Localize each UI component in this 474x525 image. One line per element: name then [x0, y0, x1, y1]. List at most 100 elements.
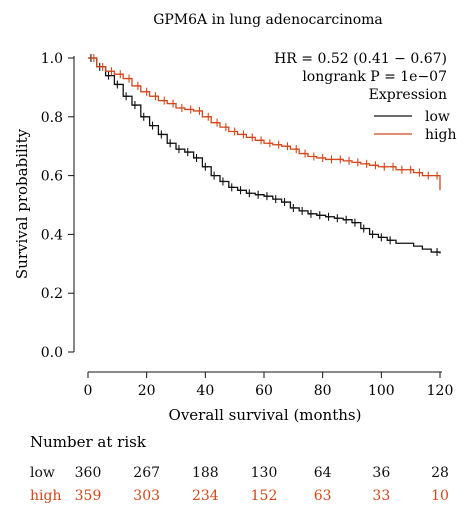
censor-mark-high: [126, 74, 133, 83]
censor-mark-high: [381, 162, 388, 171]
censor-mark-high: [284, 142, 291, 151]
y-ticks: 0.0 0.2 0.4 0.6 0.8 1.0: [41, 51, 74, 361]
y-tick-label: 0.6: [41, 169, 63, 185]
risk-cell: 359: [75, 488, 102, 504]
risk-cell: 64: [314, 465, 332, 481]
censor-mark-low: [316, 211, 323, 220]
censor-mark-high: [196, 106, 203, 115]
x-tick-label: 60: [255, 383, 273, 399]
risk-table-title: Number at risk: [30, 433, 147, 451]
risk-cell: 360: [75, 465, 102, 481]
risk-cell: 267: [133, 465, 160, 481]
censor-mark-high: [434, 171, 441, 180]
censor-mark-high: [134, 81, 141, 90]
censor-mark-low: [175, 145, 182, 154]
y-tick-label: 0.0: [41, 345, 63, 361]
censor-mark-high: [319, 153, 326, 162]
logrank-pvalue-annotation: longrank P = 1e−07: [302, 69, 447, 85]
censor-mark-low: [149, 121, 156, 130]
censor-mark-low: [387, 236, 394, 245]
risk-cell: 33: [372, 488, 390, 504]
censor-mark-low: [211, 171, 218, 180]
legend-label-low: low: [425, 109, 450, 125]
censor-mark-high: [310, 152, 317, 161]
censor-mark-high: [398, 165, 405, 174]
x-tick-label: 120: [427, 383, 454, 399]
censor-mark-low: [281, 198, 288, 207]
risk-row-label: low: [30, 465, 55, 481]
censor-mark-high: [275, 140, 282, 149]
hazard-ratio-annotation: HR = 0.52 (0.41 − 0.67): [274, 51, 447, 67]
censor-mark-low: [237, 186, 244, 195]
y-tick-label: 0.4: [41, 227, 63, 243]
x-tick-label: 20: [138, 383, 156, 399]
censor-mark-high: [372, 161, 379, 170]
legend: Expression low high: [369, 87, 457, 143]
censor-mark-high: [266, 139, 273, 148]
y-tick-label: 0.8: [41, 110, 63, 126]
censor-mark-low: [114, 80, 121, 89]
censor-mark-high: [302, 149, 309, 158]
risk-cell: 234: [192, 488, 219, 504]
censor-mark-high: [161, 96, 168, 105]
risk-cell: 36: [372, 465, 390, 481]
censor-mark-high: [416, 168, 423, 177]
censor-mark-low: [378, 233, 385, 242]
risk-cell: 152: [251, 488, 278, 504]
censor-mark-high: [363, 159, 370, 168]
censor-mark-low: [272, 195, 279, 204]
censor-mark-low: [184, 148, 191, 157]
censor-mark-high: [231, 127, 238, 136]
censor-mark-high: [346, 156, 353, 165]
censor-mark-low: [343, 215, 350, 224]
censor-mark-high: [240, 130, 247, 139]
censor-mark-low: [325, 212, 332, 221]
censor-mark-high: [99, 62, 106, 71]
y-tick-label: 1.0: [41, 51, 63, 67]
censor-mark-high: [90, 54, 97, 62]
censor-mark-low: [167, 139, 174, 148]
risk-cell: 28: [431, 465, 449, 481]
series-layer: [87, 54, 441, 257]
censor-mark-high: [117, 70, 124, 79]
censor-mark-low: [131, 101, 138, 110]
censor-mark-low: [140, 112, 147, 121]
censor-mark-high: [214, 118, 221, 127]
censor-mark-high: [249, 133, 256, 142]
censor-mark-low: [105, 71, 112, 80]
censor-mark-high: [205, 112, 212, 121]
censor-mark-high: [143, 87, 150, 96]
censor-mark-high: [187, 105, 194, 114]
censor-mark-high: [222, 123, 229, 132]
y-axis-label: Survival probability: [13, 128, 31, 279]
censor-mark-low: [158, 130, 165, 139]
y-tick-label: 0.2: [41, 286, 63, 302]
censor-mark-low: [290, 203, 297, 212]
censor-mark-low: [434, 248, 441, 257]
risk-cell: 10: [431, 488, 449, 504]
legend-title: Expression: [369, 87, 447, 103]
censor-mark-low: [360, 224, 367, 233]
chart-title: GPM6A in lung adenocarcinoma: [153, 12, 383, 28]
risk-cell: 188: [192, 465, 219, 481]
censor-mark-high: [390, 162, 397, 171]
censor-mark-high: [407, 165, 414, 174]
censor-mark-low: [246, 189, 253, 198]
censor-mark-low: [299, 206, 306, 215]
risk-table: Number at risk low 360 267 188 130 64 36 28 high…: [30, 433, 449, 504]
censor-mark-low: [228, 183, 235, 192]
censor-mark-low: [255, 190, 262, 199]
censor-mark-low: [202, 162, 209, 171]
risk-row-label: high: [30, 488, 61, 504]
censor-mark-high: [178, 103, 185, 112]
censor-mark-low: [351, 218, 358, 227]
risk-rows: low 360 267 188 130 64 36 28 high 359 303 234 152 63 3…: [30, 465, 449, 504]
risk-cell: 63: [314, 488, 332, 504]
censor-mark-high: [425, 171, 432, 180]
censor-mark-high: [337, 155, 344, 164]
censor-mark-high: [170, 99, 177, 108]
axes: 0 20 40 60 80 100 120 0.0 0.2 0.4 0.6 0.8 1.0: [41, 51, 454, 399]
x-tick-label: 0: [84, 383, 93, 399]
censor-mark-low: [334, 214, 341, 223]
